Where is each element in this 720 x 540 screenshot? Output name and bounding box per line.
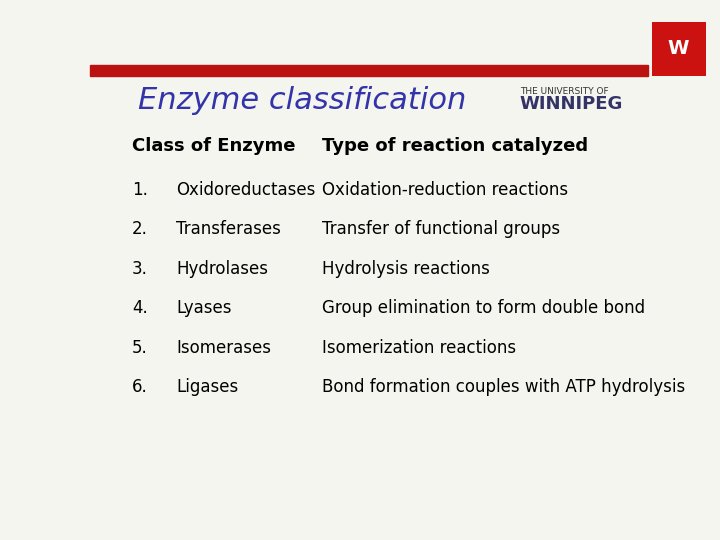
Text: 1.: 1. — [132, 180, 148, 199]
Text: W: W — [668, 39, 689, 58]
Text: Enzyme classification: Enzyme classification — [138, 86, 467, 114]
Text: 6.: 6. — [132, 378, 148, 396]
Text: Oxidation-reduction reactions: Oxidation-reduction reactions — [322, 180, 567, 199]
Text: Isomerization reactions: Isomerization reactions — [322, 339, 516, 356]
Text: Oxidoreductases: Oxidoreductases — [176, 180, 316, 199]
Text: Transfer of functional groups: Transfer of functional groups — [322, 220, 559, 238]
Text: Class of Enzyme: Class of Enzyme — [132, 137, 295, 155]
Text: Isomerases: Isomerases — [176, 339, 271, 356]
Text: Lyases: Lyases — [176, 299, 232, 317]
Bar — [90, 65, 648, 77]
Text: Ligases: Ligases — [176, 378, 239, 396]
Text: Hydrolysis reactions: Hydrolysis reactions — [322, 260, 490, 278]
Text: 5.: 5. — [132, 339, 148, 356]
Text: 4.: 4. — [132, 299, 148, 317]
Text: 3.: 3. — [132, 260, 148, 278]
Text: Group elimination to form double bond: Group elimination to form double bond — [322, 299, 644, 317]
Text: WINNIPEG: WINNIPEG — [520, 95, 623, 113]
Text: Transferases: Transferases — [176, 220, 282, 238]
Text: 2.: 2. — [132, 220, 148, 238]
Text: THE UNIVERSITY OF: THE UNIVERSITY OF — [520, 87, 608, 96]
Text: Hydrolases: Hydrolases — [176, 260, 269, 278]
Text: Type of reaction catalyzed: Type of reaction catalyzed — [322, 137, 588, 155]
Text: Bond formation couples with ATP hydrolysis: Bond formation couples with ATP hydrolys… — [322, 378, 685, 396]
